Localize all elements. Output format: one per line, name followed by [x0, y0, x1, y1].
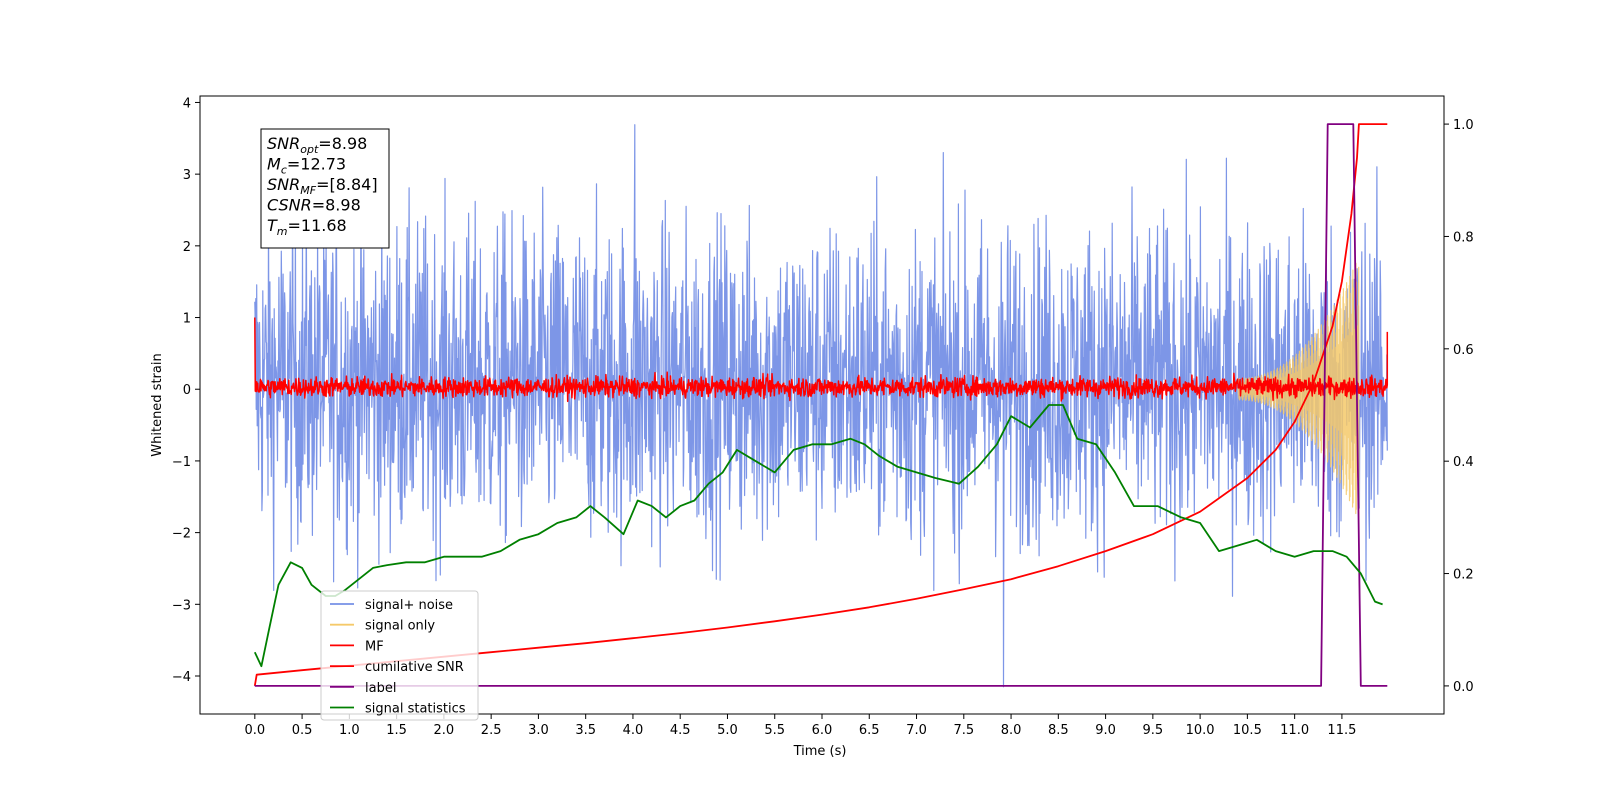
y-tick-label: −1 — [172, 455, 191, 470]
y2-tick-label: 0.0 — [1453, 680, 1474, 695]
y-tick-label: 1 — [183, 312, 191, 327]
series-mf-line — [254, 317, 1389, 403]
info-value: =11.68 — [288, 216, 347, 235]
x-tick-label: 9.5 — [1143, 723, 1164, 738]
legend-label: signal only — [365, 619, 435, 634]
x-tick-label: 6.0 — [812, 723, 833, 738]
legend-label: cumilative SNR — [365, 660, 464, 675]
x-tick-label: 4.0 — [623, 723, 644, 738]
x-tick-label: 5.0 — [717, 723, 738, 738]
x-tick-label: 3.5 — [575, 723, 596, 738]
x-tick-label: 7.5 — [953, 723, 974, 738]
legend-label: signal statistics — [365, 702, 466, 717]
info-box-frame — [260, 128, 390, 249]
y-tick-label: 3 — [183, 168, 191, 183]
y-axis-left: 4 3 2 1 0 −1 −2 −3 −4 — [172, 96, 200, 685]
legend-label: MF — [365, 639, 384, 654]
x-tick-label: 10.5 — [1233, 723, 1262, 738]
series-signal-statistics-line — [253, 404, 1383, 668]
x-tick-label: 8.0 — [1001, 723, 1022, 738]
info-subscript: m — [277, 225, 288, 238]
x-tick-label: 2.0 — [434, 723, 455, 738]
y-tick-label: −2 — [172, 527, 191, 542]
y-tick-label: −4 — [172, 670, 191, 685]
series-label-line — [254, 123, 1388, 687]
x-axis-label: Time (s) — [793, 744, 847, 759]
legend-label: label — [365, 681, 396, 696]
y2-tick-label: 0.4 — [1453, 455, 1474, 470]
info-symbol: M — [267, 155, 281, 174]
x-tick-label: 1.0 — [339, 723, 360, 738]
y2-tick-label: 1.0 — [1453, 118, 1474, 133]
y2-tick-label: 0.2 — [1453, 568, 1474, 583]
info-subscript: opt — [300, 143, 319, 156]
x-tick-label: 5.5 — [764, 723, 785, 738]
legend-frame — [320, 590, 479, 721]
y2-tick-label: 0.6 — [1453, 343, 1474, 358]
info-box: SNRopt=8.98Mc=12.73SNRMF=[8.84]CSNR=8.98… — [260, 128, 390, 249]
x-tick-label: 9.0 — [1095, 723, 1116, 738]
info-subscript: c — [281, 164, 287, 177]
info-symbol: T — [267, 216, 278, 235]
info-line: Tm=11.68 — [267, 216, 347, 238]
x-tick-label: 4.5 — [670, 723, 691, 738]
info-symbol: CSNR — [267, 196, 312, 215]
x-tick-label: 11.5 — [1327, 723, 1356, 738]
series-signal-noise-line — [254, 124, 1388, 688]
x-tick-label: 11.0 — [1280, 723, 1309, 738]
info-value: =8.98 — [312, 196, 361, 215]
info-symbol: SNR — [267, 134, 300, 153]
x-tick-label: 8.5 — [1048, 723, 1069, 738]
y-tick-label: 0 — [183, 383, 191, 398]
y-axis-label: Whitened strain — [150, 353, 165, 456]
info-subscript: MF — [300, 184, 316, 197]
legend: signal+ noise signal only MF cumilative SNR… — [320, 590, 479, 721]
y-axis-right: 1.0 0.8 0.6 0.4 0.2 0.0 — [1444, 118, 1474, 695]
info-value: =8.98 — [318, 134, 367, 153]
info-line: SNRopt=8.98 — [267, 134, 367, 156]
y-tick-label: 2 — [183, 240, 191, 255]
info-line: CSNR=8.98 — [267, 196, 361, 215]
info-value: =12.73 — [287, 155, 346, 174]
info-line: SNRMF=[8.84] — [267, 175, 378, 197]
x-tick-label: 3.0 — [528, 723, 549, 738]
x-tick-label: 6.5 — [859, 723, 880, 738]
info-symbol: SNR — [267, 175, 300, 194]
y2-tick-label: 0.8 — [1453, 230, 1474, 245]
info-value: =[8.84] — [316, 175, 378, 194]
y-tick-label: −3 — [172, 598, 191, 613]
x-axis: 0.0 0.5 1.0 1.5 2.0 2.5 3.0 3.5 4.0 4.5 5.0 5.5 6.0 6… — [244, 714, 1356, 738]
x-tick-label: 1.5 — [386, 723, 407, 738]
x-tick-label: 0.0 — [244, 723, 265, 738]
x-tick-label: 2.5 — [481, 723, 502, 738]
x-tick-label: 7.0 — [906, 723, 927, 738]
legend-label: signal+ noise — [365, 598, 453, 613]
x-tick-label: 10.0 — [1186, 723, 1215, 738]
info-line: Mc=12.73 — [267, 155, 346, 177]
x-tick-label: 0.5 — [292, 723, 313, 738]
y-tick-label: 4 — [183, 96, 191, 111]
